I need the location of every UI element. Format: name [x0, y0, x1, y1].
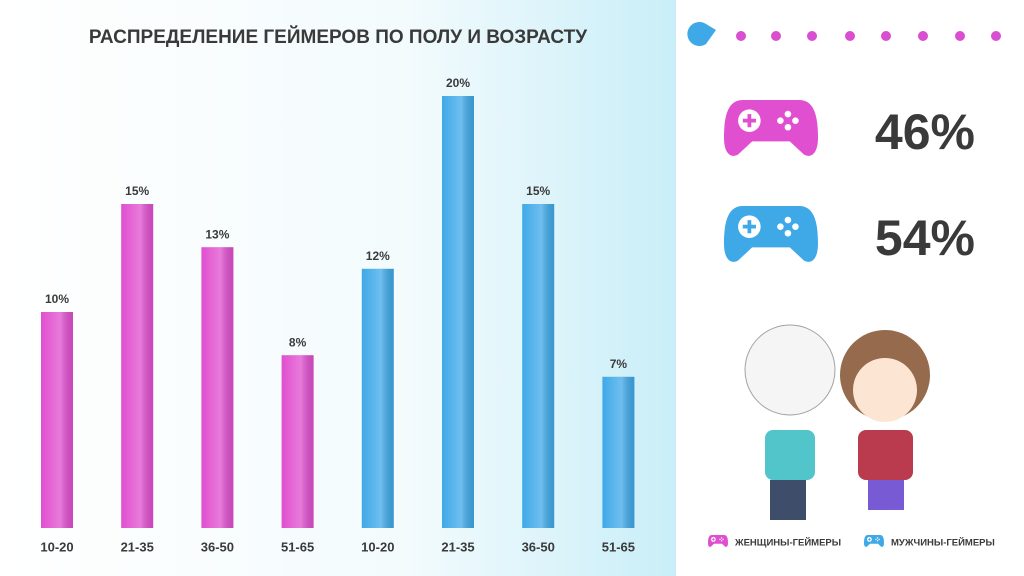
gamepad-dot: [777, 117, 784, 124]
side-panel: [676, 0, 1024, 576]
gamepad-icon: [708, 535, 728, 547]
gamepad-dot: [876, 540, 879, 542]
legend-label: МУЖЧИНЫ-ГЕЙМЕРЫ: [891, 537, 995, 549]
bar-shine: [361, 268, 394, 528]
value-label: 13%: [205, 227, 229, 241]
gamepad-dot: [792, 223, 799, 230]
gamepad-dot: [784, 229, 792, 237]
gamepad-dot: [792, 117, 799, 124]
bar-shine: [602, 376, 635, 528]
bar-shine: [121, 204, 154, 528]
share-value: 46%: [875, 104, 975, 160]
gamepad-dot: [784, 216, 792, 224]
x-tick-label: 10-20: [40, 539, 73, 554]
value-label: 15%: [125, 184, 149, 198]
gamepad-dot: [719, 538, 721, 541]
x-tick-label: 21-35: [121, 539, 154, 554]
gamepad-dot: [784, 123, 792, 131]
gamepad-dot: [878, 538, 880, 541]
share-value: 54%: [875, 210, 975, 266]
value-label: 20%: [446, 76, 470, 90]
value-label: 7%: [610, 357, 628, 371]
bar-shine: [522, 204, 555, 528]
legend-label: ЖЕНЩИНЫ-ГЕЙМЕРЫ: [734, 537, 841, 549]
gamepad-icon: [724, 206, 818, 262]
bar-shine: [442, 96, 474, 528]
gamepad-icon: [724, 100, 818, 156]
gamepad-dot: [722, 538, 724, 541]
chart-title: РАСПРЕДЕЛЕНИЕ ГЕЙМЕРОВ ПО ПОЛУ И ВОЗРАСТ…: [89, 26, 587, 48]
gamepad-cross: [742, 220, 756, 234]
gamepad-dot: [875, 538, 877, 541]
bar-shine: [281, 355, 314, 528]
gamepad-dot: [876, 537, 879, 539]
gamepad-cross: [742, 114, 756, 128]
x-tick-label: 10-20: [361, 539, 394, 554]
x-tick-label: 36-50: [201, 539, 234, 554]
gamepad-dot: [720, 540, 723, 542]
x-tick-label: 51-65: [602, 539, 635, 554]
gamepad-dot: [777, 223, 784, 230]
characters-illustration: [744, 324, 930, 520]
gamepad-dot: [720, 537, 723, 539]
bar-shine: [201, 247, 234, 528]
gamepad-dot: [784, 110, 792, 118]
value-label: 15%: [526, 184, 550, 198]
value-label: 12%: [366, 249, 390, 263]
x-tick-label: 21-35: [441, 539, 474, 554]
pacman-decoration: [687, 21, 1001, 47]
gamepad-cross: [712, 538, 715, 541]
value-label: 10%: [45, 292, 69, 306]
chart-panel: [0, 0, 676, 576]
x-tick-label: 36-50: [522, 539, 555, 554]
gamepad-cross: [868, 538, 871, 541]
x-tick-label: 51-65: [281, 539, 314, 554]
bar-shine: [41, 312, 73, 528]
gamepad-icon: [864, 535, 884, 547]
value-label: 8%: [289, 335, 307, 349]
